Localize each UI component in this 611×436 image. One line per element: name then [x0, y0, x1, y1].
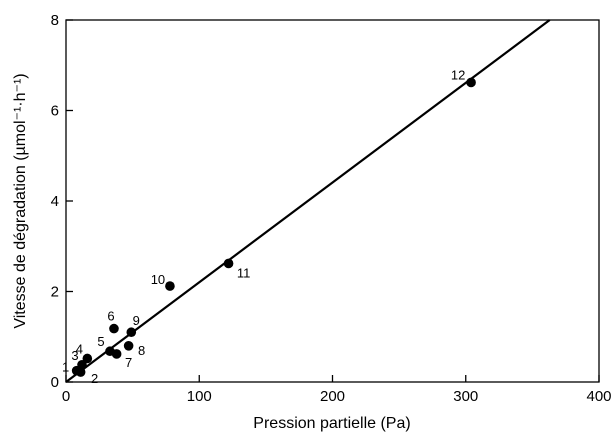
data-point-label-5: 5 [97, 334, 104, 349]
y-tick-label-1: 2 [51, 284, 59, 301]
x-tick-label-3: 300 [453, 388, 478, 405]
x-tick-label-1: 100 [187, 388, 212, 405]
axis-ticks [65, 19, 600, 383]
x-tick-label-2: 200 [320, 388, 345, 405]
plot-frame [65, 19, 600, 383]
data-point-12 [466, 77, 476, 88]
data-point-11 [223, 258, 234, 269]
y-axis-title: Vitesse de dégradation (µmol⁻¹·h⁻¹) [12, 73, 29, 328]
data-point-label-7: 7 [125, 355, 132, 370]
data-point-9 [126, 327, 137, 338]
data-point-6 [109, 323, 119, 334]
data-point-2 [75, 367, 86, 377]
data-point-label-11: 11 [237, 265, 251, 280]
data-point-4 [82, 353, 93, 364]
data-point-label-4: 4 [76, 341, 83, 356]
y-tick-label-0: 0 [51, 374, 59, 391]
data-point-label-8: 8 [138, 343, 145, 358]
x-tick-label-0: 0 [62, 388, 70, 405]
data-point-label-6: 6 [107, 309, 114, 324]
data-point-label-2: 2 [91, 371, 98, 386]
data-point-label-10: 10 [151, 272, 165, 287]
x-axis-title: Pression partielle (Pa) [253, 415, 410, 432]
y-tick-label-3: 6 [51, 103, 59, 120]
data-point-label-9: 9 [133, 313, 140, 328]
data-point-label-12: 12 [451, 67, 465, 82]
data-point-label-3: 3 [71, 348, 78, 363]
data-point-10 [165, 281, 175, 291]
data-point-8 [123, 341, 134, 351]
x-tick-label-4: 400 [586, 388, 611, 405]
y-tick-label-4: 8 [51, 12, 59, 29]
data-points [71, 77, 476, 377]
data-point-7 [111, 349, 122, 359]
y-tick-label-2: 4 [51, 193, 59, 210]
data-point-3 [77, 360, 87, 370]
